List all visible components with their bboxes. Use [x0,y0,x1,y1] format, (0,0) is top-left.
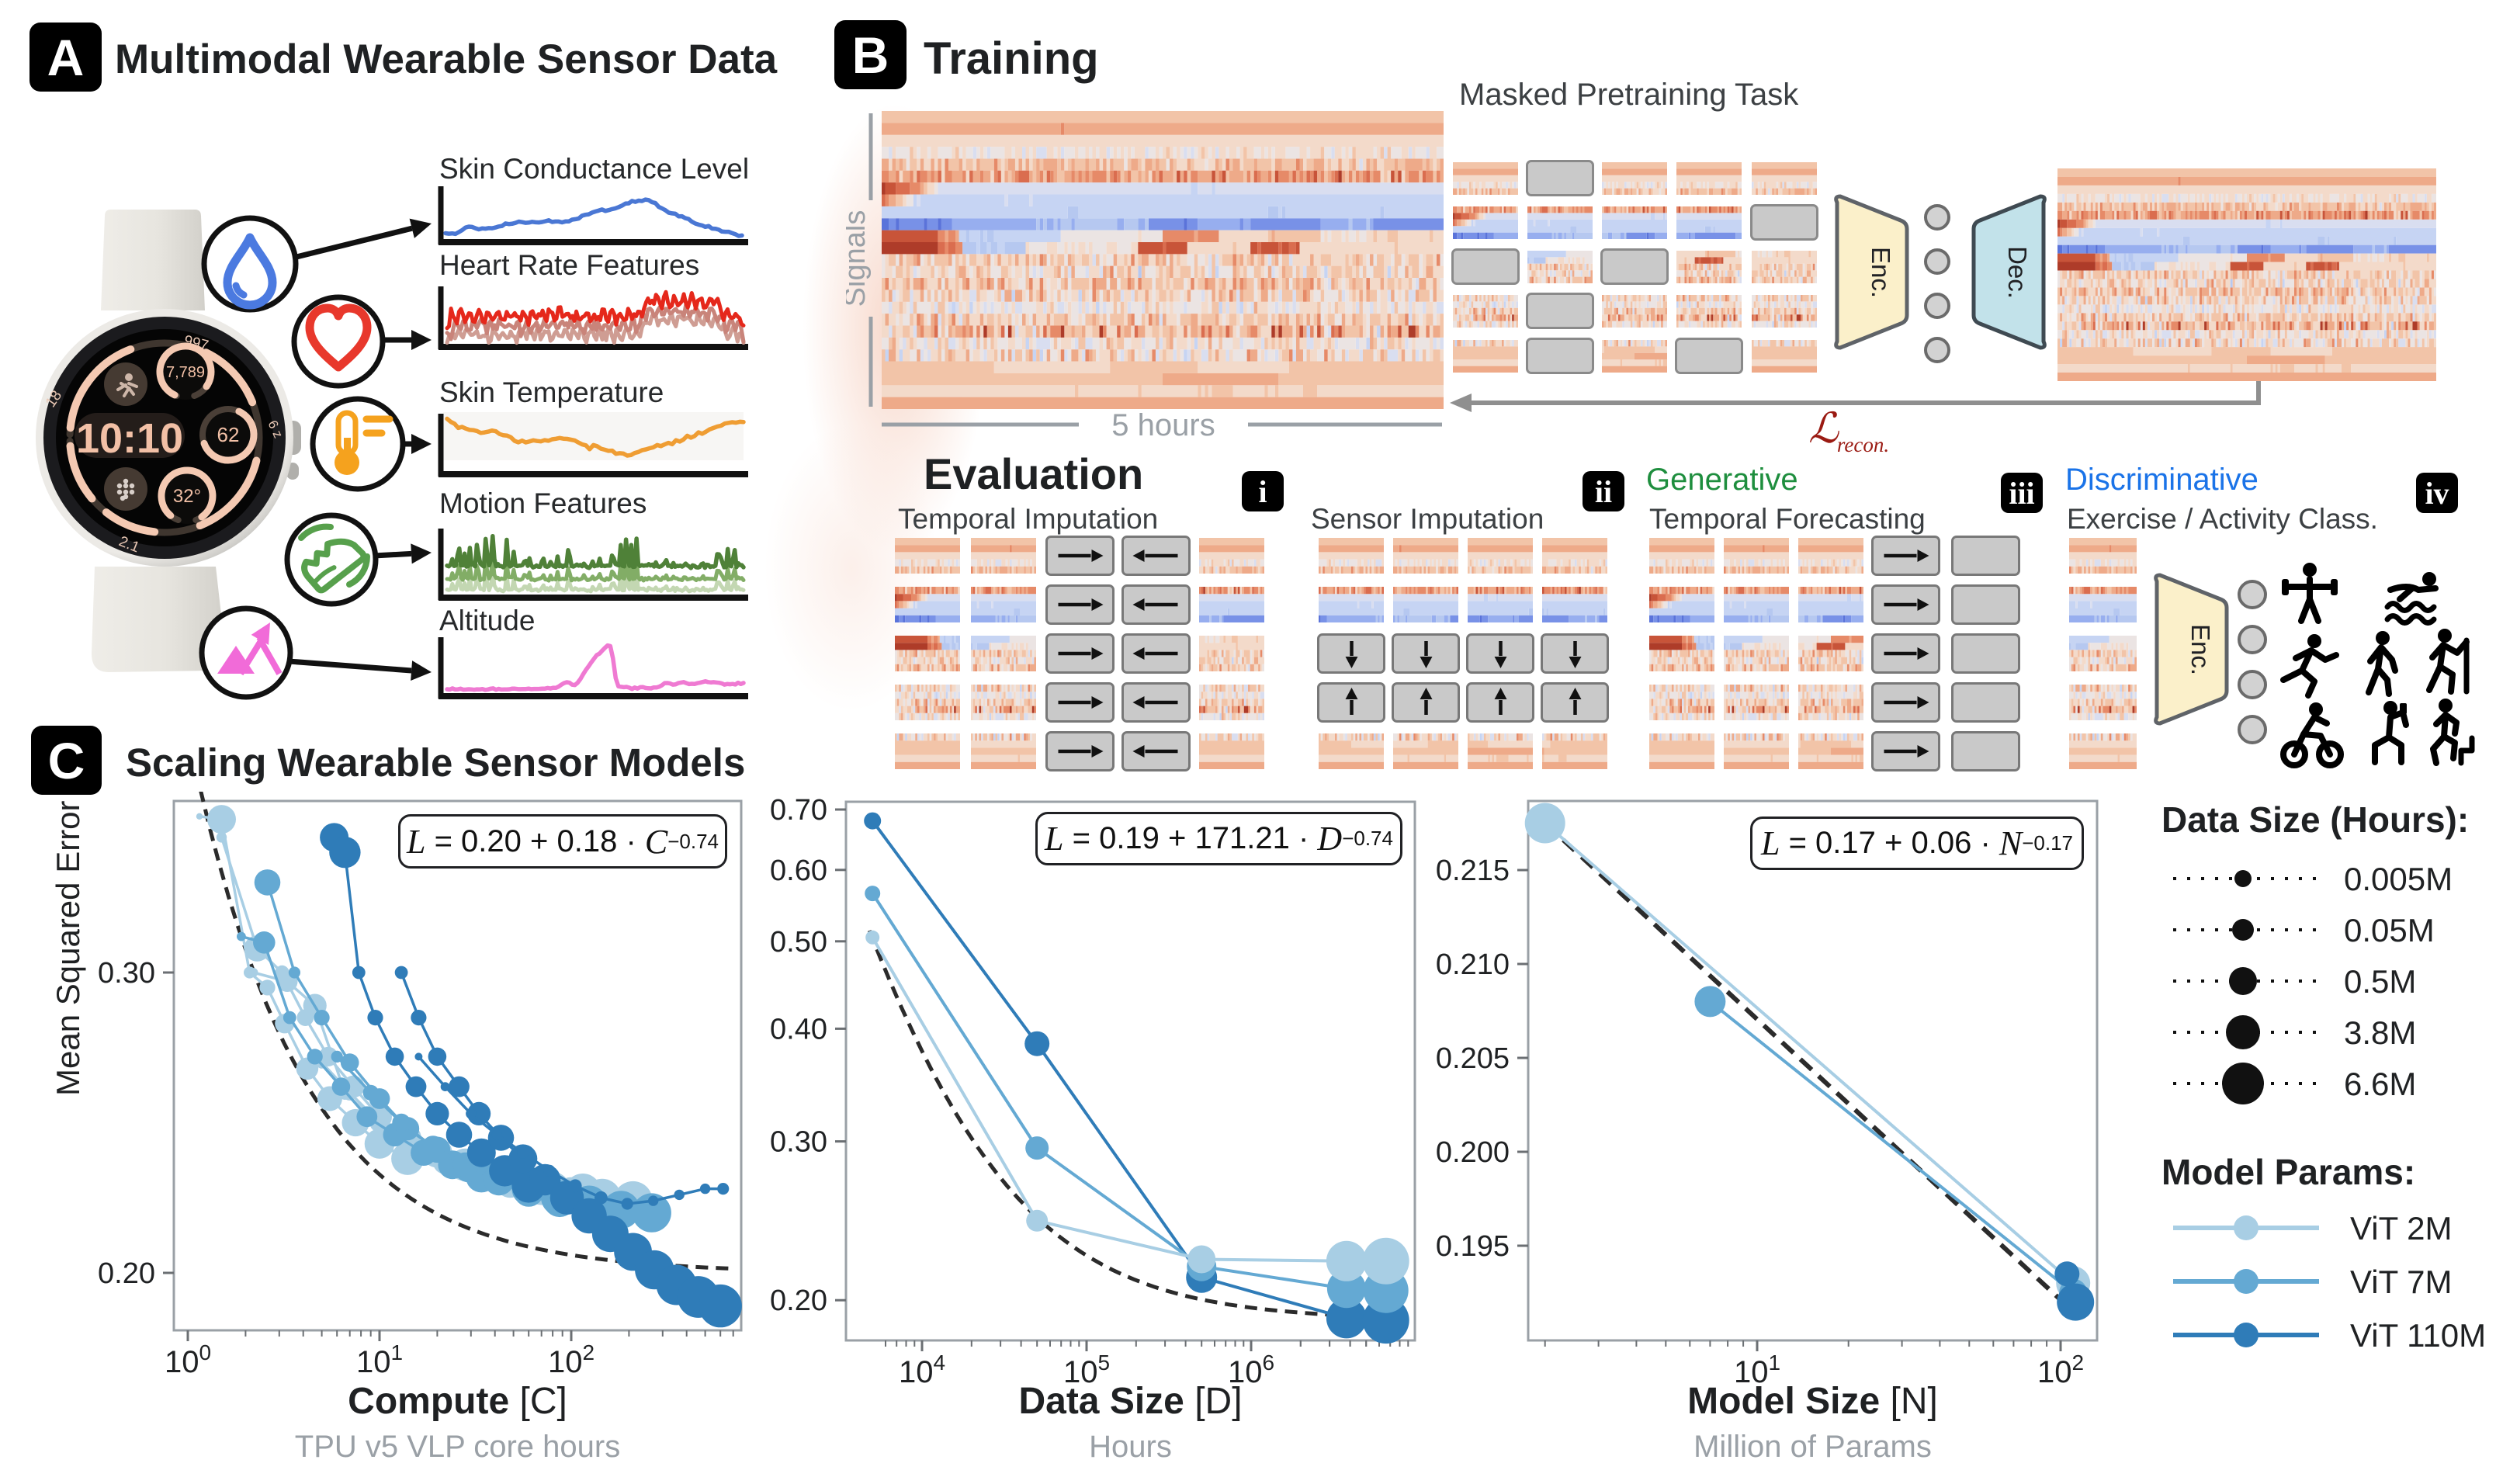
svg-text:32°: 32° [173,486,201,507]
svg-text:0.215: 0.215 [1436,855,1510,887]
svg-text:Heart Rate Features: Heart Rate Features [439,249,699,281]
svg-text:0.30: 0.30 [770,1126,827,1159]
svg-text:Skin Conductance Level: Skin Conductance Level [439,153,749,185]
svg-text:Signals: Signals [846,210,872,307]
svg-text:0.60: 0.60 [770,855,827,887]
svg-text:62: 62 [217,423,240,446]
svg-text:ViT 2M: ViT 2M [2350,1210,2453,1246]
svg-text:ViT 7M: ViT 7M [2350,1264,2453,1300]
svg-text:0.205: 0.205 [1436,1042,1510,1075]
svg-text:ViT 110M: ViT 110M [2350,1317,2486,1354]
svg-text:5 hours: 5 hours [1111,410,1215,442]
svg-text:0.195: 0.195 [1436,1230,1510,1263]
svg-text:Data Size (Hours):: Data Size (Hours): [2161,799,2469,840]
svg-text:Enc.: Enc. [2186,624,2215,675]
svg-text:Enc.: Enc. [1867,247,1895,298]
svg-text:0.005M: 0.005M [2344,861,2453,897]
svg-text:0.50: 0.50 [770,926,827,959]
svg-text:Skin Temperature: Skin Temperature [439,376,664,408]
svg-text:100: 100 [165,1340,211,1379]
svg-text:102: 102 [548,1340,595,1379]
svg-text:Dec.: Dec. [2003,246,2032,299]
svg-text:0.30: 0.30 [98,957,155,990]
svg-text:0.05M: 0.05M [2344,912,2435,948]
svg-text:0.70: 0.70 [770,794,827,827]
svg-text:7,789: 7,789 [166,364,205,381]
svg-text:0.40: 0.40 [770,1013,827,1045]
svg-text:6.6M: 6.6M [2344,1066,2416,1102]
svg-text:0.210: 0.210 [1436,948,1510,981]
svg-text:Model Params:: Model Params: [2161,1152,2415,1192]
svg-text:Altitude: Altitude [439,605,535,636]
svg-text:0.200: 0.200 [1436,1136,1510,1169]
svg-text:101: 101 [356,1340,403,1379]
svg-text:101: 101 [1734,1351,1780,1389]
svg-text:10:10: 10:10 [76,415,183,462]
svg-text:0.20: 0.20 [770,1285,827,1317]
svg-text:0.5M: 0.5M [2344,963,2416,1000]
svg-text:Motion Features: Motion Features [439,487,647,519]
svg-text:0.20: 0.20 [98,1257,155,1290]
svg-text:3.8M: 3.8M [2344,1014,2416,1051]
